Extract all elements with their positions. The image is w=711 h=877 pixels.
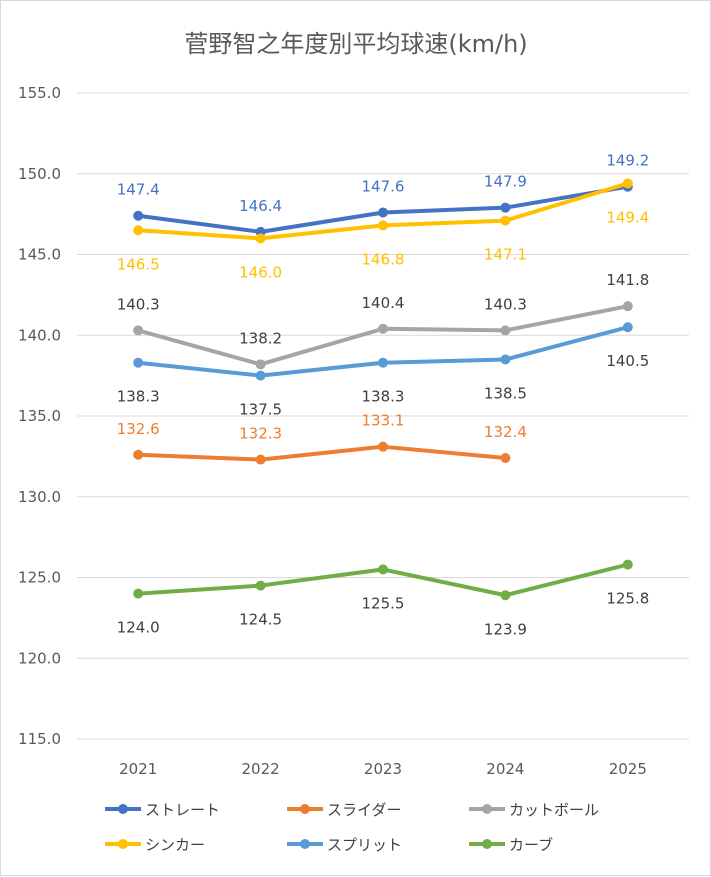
y-tick-label: 130.0 (18, 488, 61, 506)
x-axis-ticks: 2021 2022 2023 2024 2025 (119, 760, 647, 778)
data-point-marker (500, 452, 511, 463)
legend-swatch-marker (300, 804, 310, 814)
legend-swatch-marker (300, 839, 310, 849)
grid (77, 92, 689, 740)
legend-label: スプリット (327, 836, 402, 854)
legend-label: カットボール (509, 801, 599, 819)
data-label: 146.5 (117, 255, 160, 273)
data-label: 147.4 (117, 181, 160, 199)
data-point-marker (255, 359, 266, 370)
x-tick-label: 2025 (609, 760, 647, 778)
data-label: 138.3 (362, 388, 405, 406)
y-tick-label: 120.0 (18, 649, 61, 667)
x-tick-label: 2022 (242, 760, 280, 778)
data-point-marker (500, 354, 511, 365)
data-point-marker (622, 559, 633, 570)
data-point-marker (133, 449, 144, 460)
y-tick-label: 115.0 (18, 730, 61, 748)
legend-swatch-marker (482, 804, 492, 814)
data-label: 125.8 (606, 590, 649, 608)
legend-label: スライダー (327, 801, 401, 819)
legend-item: ストレート (105, 801, 220, 819)
series-lines (133, 178, 633, 601)
data-label: 138.2 (239, 329, 282, 347)
data-point-marker (378, 357, 388, 368)
y-tick-label: 155.0 (18, 84, 61, 102)
legend-item: スライダー (287, 801, 401, 819)
data-point-marker (255, 454, 266, 465)
y-tick-label: 125.0 (18, 569, 61, 587)
data-point-marker (500, 215, 511, 226)
series-line (136, 444, 508, 462)
data-label: 123.9 (484, 620, 527, 638)
chart-title: 菅野智之年度別平均球速(km/h) (184, 30, 527, 58)
data-label: 125.5 (362, 594, 405, 612)
data-label: 132.3 (239, 425, 282, 443)
data-label: 140.5 (606, 352, 649, 370)
data-label: 140.3 (117, 295, 160, 313)
data-label: 140.3 (484, 295, 527, 313)
data-point-marker (500, 325, 511, 336)
x-tick-label: 2023 (364, 760, 402, 778)
data-point-marker (255, 580, 266, 591)
data-point-marker (500, 590, 511, 601)
data-point-marker (500, 202, 511, 213)
data-label: 124.5 (239, 611, 282, 629)
data-point-marker (133, 588, 144, 599)
legend-item: スプリット (287, 836, 402, 854)
data-labels: 147.4 146.4 147.6 147.9 149.2 132.6 132.3 133.1… (117, 152, 650, 639)
data-label: 149.4 (606, 208, 649, 226)
y-tick-label: 145.0 (18, 246, 61, 264)
data-label: 141.8 (606, 271, 649, 289)
legend-item: カットボール (469, 801, 599, 819)
legend-swatch-marker (118, 839, 128, 849)
y-axis-ticks: 115.0 120.0 125.0 130.0 135.0 140.0 145.0 150.0… (18, 84, 61, 748)
data-label: 133.1 (362, 412, 405, 430)
data-point-marker (378, 220, 388, 231)
legend-item: カーブ (469, 836, 553, 854)
legend-item: シンカー (105, 836, 205, 854)
data-point-marker (622, 301, 633, 312)
data-point-marker (255, 370, 266, 381)
data-point-marker (378, 441, 388, 452)
y-tick-label: 135.0 (18, 407, 61, 425)
data-label: 147.6 (362, 178, 405, 196)
data-label: 132.6 (117, 420, 160, 438)
data-label: 146.8 (362, 250, 405, 268)
data-label: 140.4 (362, 294, 405, 312)
legend-label: ストレート (145, 801, 220, 819)
legend-swatch-marker (482, 839, 492, 849)
data-label: 137.5 (239, 401, 282, 419)
data-label: 138.5 (484, 384, 527, 402)
data-label: 146.0 (239, 263, 282, 281)
x-tick-label: 2021 (119, 760, 157, 778)
legend-label: シンカー (145, 836, 205, 854)
data-point-marker (378, 207, 388, 218)
data-label: 124.0 (117, 619, 160, 637)
data-label: 149.2 (606, 152, 649, 170)
legend-label: カーブ (509, 836, 553, 854)
y-tick-label: 150.0 (18, 165, 61, 183)
data-point-marker (133, 357, 144, 368)
data-point-marker (378, 323, 388, 334)
data-label: 146.4 (239, 197, 282, 215)
legend-swatch-marker (118, 804, 128, 814)
data-label: 147.9 (484, 173, 527, 191)
data-label: 132.4 (484, 423, 527, 441)
data-point-marker (133, 325, 144, 336)
data-point-marker (133, 225, 144, 236)
data-point-marker (622, 322, 633, 333)
data-point-marker (133, 210, 144, 221)
y-tick-label: 140.0 (18, 326, 61, 344)
data-point-marker (255, 233, 266, 244)
data-point-marker (378, 564, 388, 575)
data-label: 147.1 (484, 246, 527, 264)
x-tick-label: 2024 (486, 760, 524, 778)
data-label: 138.3 (117, 388, 160, 406)
data-point-marker (622, 178, 633, 189)
